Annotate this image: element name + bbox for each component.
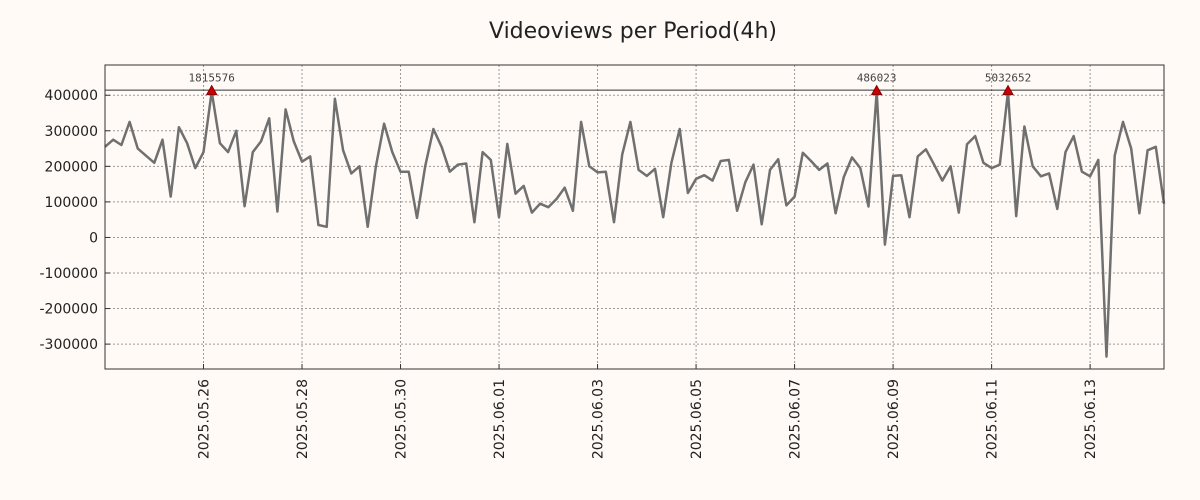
series-line — [104, 90, 1166, 358]
series-layer — [104, 90, 1166, 358]
x-axis-ticks: 2025.05.26 2025.05.28 2025.05.30 2025.06.01… — [197, 364, 1099, 459]
y-tick-label: 100000 — [45, 195, 98, 211]
peak-annotation-label: 5032652 — [985, 72, 1031, 85]
x-tick-label: 2025.06.03 — [591, 379, 607, 459]
plot-frame — [104, 64, 1165, 370]
x-tick-label: 2025.06.01 — [492, 379, 508, 459]
y-tick-label: -200000 — [40, 302, 99, 318]
y-tick-label: 0 — [89, 230, 98, 246]
x-tick-label: 2025.05.26 — [197, 379, 213, 459]
peak-marker — [1002, 84, 1014, 96]
y-axis-ticks: 400000 300000 200000 100000 0 -100000 -200000 -… — [40, 88, 110, 353]
peak-marker — [205, 84, 218, 96]
x-tick-label: 2025.06.05 — [689, 379, 705, 459]
peak-annotation-label: 486023 — [857, 72, 897, 85]
chart-title: Videoviews per Period(4h) — [489, 19, 777, 44]
grid-layer — [105, 65, 1164, 369]
y-tick-label: 400000 — [45, 88, 98, 104]
peak-marker — [870, 84, 883, 96]
peak-annotation-label: 1815576 — [189, 72, 235, 85]
y-tick-label: -100000 — [40, 266, 99, 282]
x-tick-label: 2025.06.09 — [886, 379, 902, 459]
x-tick-label: 2025.06.07 — [788, 379, 804, 459]
x-tick-label: 2025.05.28 — [295, 379, 311, 459]
y-tick-label: -300000 — [40, 337, 99, 353]
x-tick-label: 2025.05.30 — [394, 379, 410, 459]
annotation-layer: 1815576 486023 5032652 — [189, 72, 1031, 96]
x-tick-label: 2025.06.11 — [985, 379, 1001, 459]
y-tick-label: 300000 — [45, 124, 98, 140]
x-tick-label: 2025.06.13 — [1083, 379, 1099, 459]
y-tick-label: 200000 — [45, 159, 98, 175]
